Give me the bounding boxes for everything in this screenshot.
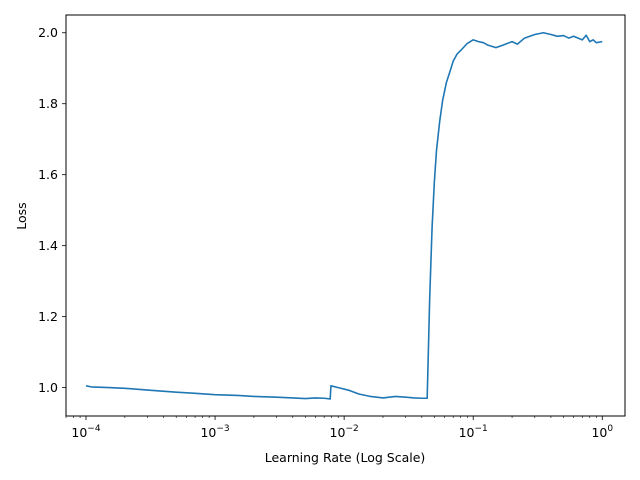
loss-series-line [85, 31, 603, 400]
y-tick-label: 1.4 [38, 238, 58, 253]
y-tick-label: 1.8 [38, 96, 58, 111]
x-axis-label: Learning Rate (Log Scale) [265, 450, 426, 465]
y-axis-ticks: 1.0 1.2 1.4 1.6 1.8 2.0 [38, 25, 66, 395]
x-tick-label: 10−1 [459, 424, 488, 440]
x-tick-label: 10−2 [330, 424, 359, 440]
y-tick-label: 1.0 [38, 380, 58, 395]
x-tick-label: 10−4 [71, 424, 100, 440]
y-tick-label: 1.6 [38, 167, 58, 182]
x-axis-ticks: 10−4 10−3 10−2 10−1 100 [65, 416, 613, 440]
x-tick-label: 10−3 [200, 424, 229, 440]
plot-area [65, 14, 626, 417]
y-axis-label: Loss [14, 202, 29, 229]
x-tick-label: 100 [591, 424, 613, 440]
y-tick-label: 1.2 [38, 309, 58, 324]
y-tick-label: 2.0 [38, 25, 58, 40]
